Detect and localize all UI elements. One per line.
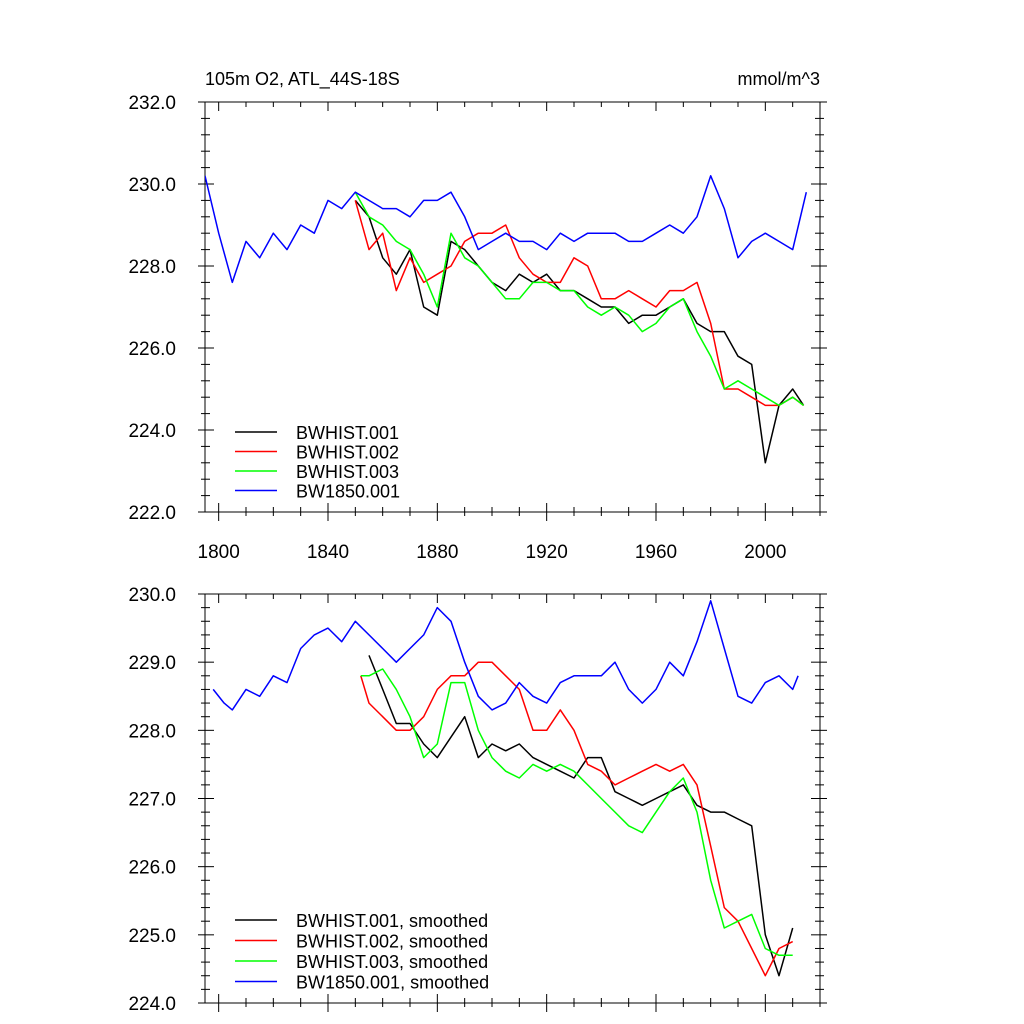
bottom-panel: 224.0 225.0 226.0 227.0 228.0 229.0 230.0 BWHIS…: [128, 585, 827, 1015]
y-tick-label: 228.0: [128, 721, 176, 742]
series-line-1: [368, 655, 794, 977]
y-tick-label: 226.0: [128, 339, 176, 360]
chart-title: 105m O2, ATL_44S-18S: [205, 69, 400, 90]
legend-label: BWHIST.003, smoothed: [296, 952, 488, 972]
series-line-4: [212, 600, 799, 711]
y-tick-label: 224.0: [128, 421, 176, 442]
legend-label: BWHIST.003: [296, 462, 399, 482]
legend-label: BW1850.001: [296, 482, 400, 502]
legend-label: BWHIST.002: [296, 443, 399, 463]
series-group: [212, 600, 799, 977]
y-tick-label: 230.0: [128, 175, 176, 196]
y-tick-label: 224.0: [128, 994, 176, 1015]
series-line-4: [205, 175, 808, 284]
y-tick-label: 226.0: [128, 858, 176, 879]
chart-units: mmol/m^3: [738, 69, 820, 89]
series-line-3: [354, 191, 805, 407]
x-tick-label: 1920: [526, 542, 568, 563]
legend-label: BWHIST.002, smoothed: [296, 932, 488, 952]
y-tick-label: 225.0: [128, 926, 176, 947]
y-tick-label: 229.0: [128, 653, 176, 674]
series-line-2: [354, 200, 805, 407]
y-tick-label: 228.0: [128, 257, 176, 278]
legend-label: BW1850.001, smoothed: [296, 973, 489, 993]
x-tick-label: 2000: [744, 542, 786, 563]
series-group: [205, 175, 808, 464]
plot-frame: [204, 101, 821, 513]
y-tick-label: 222.0: [128, 503, 176, 524]
x-tick-label: 1880: [416, 542, 458, 563]
y-tick-label: 227.0: [128, 790, 176, 811]
legend-label: BWHIST.001, smoothed: [296, 911, 488, 931]
series-line-1: [354, 199, 805, 464]
x-tick-label: 1960: [635, 542, 677, 563]
series-line-3: [360, 668, 793, 957]
series-line-2: [360, 661, 794, 977]
legend-label: BWHIST.001: [296, 423, 399, 443]
y-tick-label: 232.0: [128, 93, 176, 114]
top-panel: 222.0 224.0 226.0 228.0 230.0 232.0 1800 1840 18…: [128, 69, 827, 563]
x-tick-label: 1800: [198, 542, 240, 563]
y-tick-label: 230.0: [128, 585, 176, 606]
x-tick-label: 1840: [307, 542, 349, 563]
